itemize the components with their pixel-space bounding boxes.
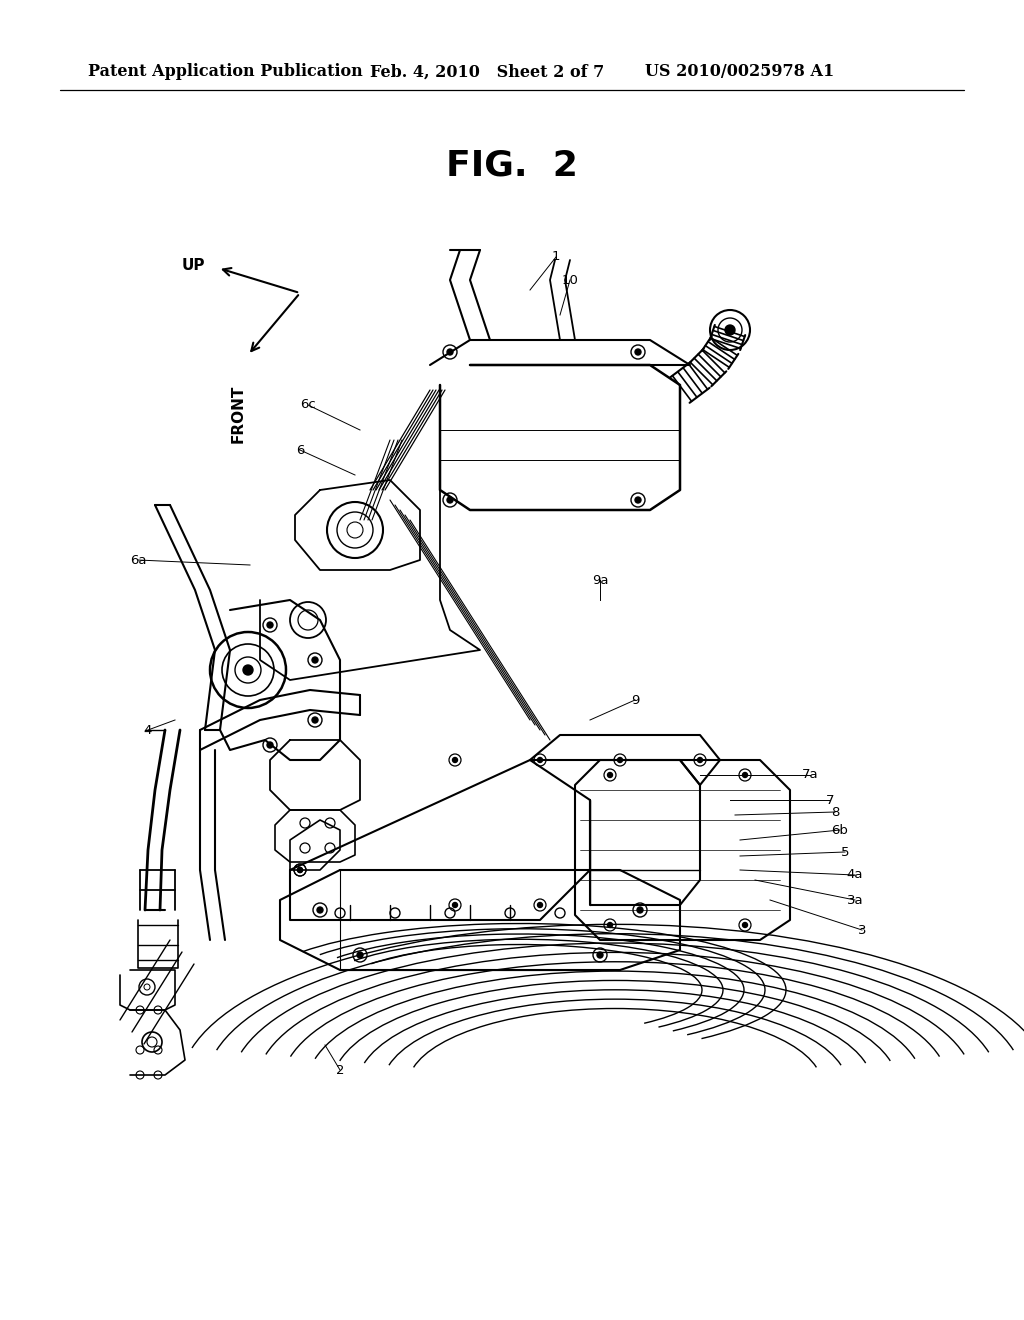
Circle shape bbox=[637, 907, 643, 913]
Text: 9a: 9a bbox=[592, 573, 608, 586]
Text: FIG.  2: FIG. 2 bbox=[446, 148, 578, 182]
Text: 2: 2 bbox=[336, 1064, 344, 1077]
Circle shape bbox=[635, 498, 641, 503]
Circle shape bbox=[298, 867, 302, 873]
Circle shape bbox=[617, 758, 623, 763]
Text: Feb. 4, 2010   Sheet 2 of 7: Feb. 4, 2010 Sheet 2 of 7 bbox=[370, 63, 604, 81]
Circle shape bbox=[742, 772, 748, 777]
Circle shape bbox=[697, 758, 702, 763]
Text: 1: 1 bbox=[552, 251, 560, 264]
Circle shape bbox=[742, 923, 748, 928]
Text: Patent Application Publication: Patent Application Publication bbox=[88, 63, 362, 81]
Circle shape bbox=[607, 923, 612, 928]
Text: 6: 6 bbox=[296, 444, 304, 457]
Circle shape bbox=[447, 348, 453, 355]
Text: 7a: 7a bbox=[802, 768, 818, 781]
Circle shape bbox=[317, 907, 323, 913]
Circle shape bbox=[312, 657, 318, 663]
Text: 8: 8 bbox=[830, 805, 840, 818]
Circle shape bbox=[453, 758, 458, 763]
Text: 10: 10 bbox=[561, 273, 579, 286]
Circle shape bbox=[312, 717, 318, 723]
Circle shape bbox=[538, 758, 543, 763]
Circle shape bbox=[243, 665, 253, 675]
Circle shape bbox=[725, 325, 735, 335]
Circle shape bbox=[597, 952, 603, 958]
Text: 6a: 6a bbox=[130, 553, 146, 566]
Circle shape bbox=[298, 867, 302, 873]
Text: 4a: 4a bbox=[847, 869, 863, 882]
Text: 6c: 6c bbox=[300, 399, 315, 412]
Text: US 2010/0025978 A1: US 2010/0025978 A1 bbox=[645, 63, 835, 81]
Text: 7: 7 bbox=[825, 793, 835, 807]
Text: 5: 5 bbox=[841, 846, 849, 858]
Circle shape bbox=[538, 903, 543, 908]
Text: 3a: 3a bbox=[847, 894, 863, 907]
Circle shape bbox=[607, 772, 612, 777]
Circle shape bbox=[635, 348, 641, 355]
Circle shape bbox=[267, 622, 273, 628]
Text: 3: 3 bbox=[858, 924, 866, 936]
Text: 6b: 6b bbox=[831, 824, 849, 837]
Circle shape bbox=[357, 952, 362, 958]
Text: 4: 4 bbox=[143, 723, 153, 737]
Circle shape bbox=[267, 742, 273, 748]
Circle shape bbox=[447, 498, 453, 503]
Text: FRONT: FRONT bbox=[230, 385, 246, 444]
Circle shape bbox=[453, 903, 458, 908]
Text: 9: 9 bbox=[631, 693, 639, 706]
Text: UP: UP bbox=[181, 257, 205, 272]
